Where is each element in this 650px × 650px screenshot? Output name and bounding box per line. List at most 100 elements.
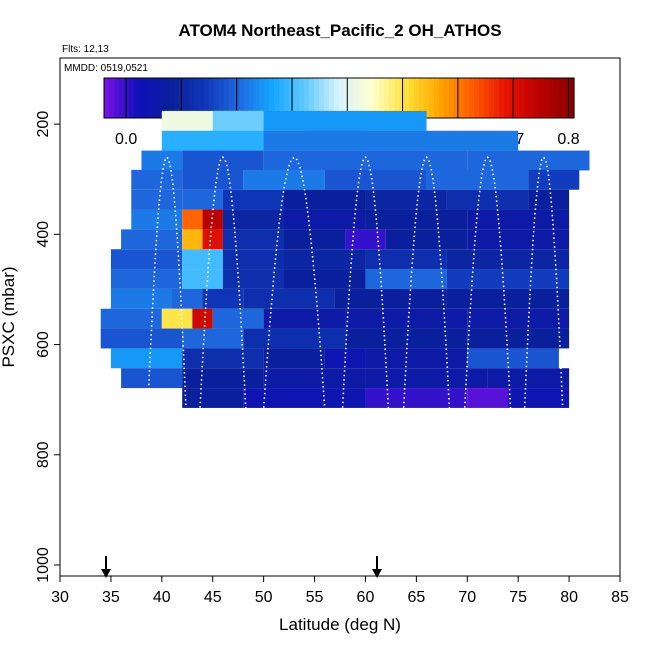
heatmap-cell (467, 328, 570, 349)
heatmap-cell (487, 368, 570, 389)
colorbar-swatch (384, 78, 390, 118)
colorbar-tick-label: 0.8 (557, 131, 579, 148)
flight-track-profile (140, 155, 194, 566)
y-tick-label: 800 (35, 441, 52, 468)
flight-track-profile (334, 155, 397, 566)
colorbar-swatch (214, 78, 220, 118)
heatmap-cell (365, 150, 468, 171)
colorbar-swatch (569, 78, 575, 118)
heatmap-cell (182, 209, 203, 230)
colorbar-swatch (429, 78, 435, 118)
colorbar-swatch (504, 78, 510, 118)
colorbar-swatch (294, 78, 300, 118)
heatmap-cell (110, 348, 183, 369)
heatmap-cell (182, 328, 244, 349)
heatmap-cell (365, 269, 447, 289)
heatmap-cell (446, 189, 529, 210)
x-tick-label: 45 (204, 589, 222, 606)
colorbar-swatch (184, 78, 190, 118)
colorbar-swatch (314, 78, 320, 118)
colorbar-swatch (509, 78, 515, 118)
heatmap-cell (263, 348, 325, 369)
heatmap-cell (284, 209, 366, 230)
colorbar-swatch (114, 78, 120, 118)
colorbar-swatch (139, 78, 145, 118)
colorbar-swatch (469, 78, 475, 118)
x-tick-label: 30 (51, 589, 69, 606)
colorbar-swatch (519, 78, 525, 118)
x-axis-label: Latitude (deg N) (279, 615, 401, 634)
colorbar-swatch (424, 78, 430, 118)
heatmap-cell (284, 249, 366, 270)
y-axis: 200 400 600 800 1000 (35, 58, 61, 583)
heatmap-cell (110, 249, 183, 270)
heatmap-cell (324, 348, 366, 369)
heatmap-cell (182, 189, 223, 210)
colorbar-swatch (339, 78, 345, 118)
colorbar-swatch (449, 78, 455, 118)
colorbar-swatch (329, 78, 335, 118)
heatmap-cell (446, 288, 570, 309)
colorbar-swatch (484, 78, 490, 118)
heatmap-cell (467, 348, 559, 369)
colorbar-swatch (304, 78, 310, 118)
colorbar-swatch (439, 78, 445, 118)
colorbar-swatch (259, 78, 265, 118)
heatmap-cell (110, 269, 183, 289)
colorbar-swatch (479, 78, 485, 118)
colorbar-swatch (494, 78, 500, 118)
heatmap-cell (222, 189, 284, 210)
heatmap-cell (284, 189, 366, 210)
colorbar-swatch (169, 78, 175, 118)
flights-label: Flts: 12,13 (62, 44, 109, 55)
heatmap-cell (467, 229, 570, 250)
chart-title: ATOM4 Northeast_Pacific_2 OH_ATHOS (178, 21, 501, 40)
heatmap-cell (100, 308, 162, 329)
colorbar-swatch (119, 78, 125, 118)
heatmap-cell (365, 249, 447, 270)
colorbar-swatch (299, 78, 305, 118)
colorbar-swatch (244, 78, 250, 118)
colorbar-swatch (459, 78, 465, 118)
heatmap-cell (182, 368, 264, 389)
heatmap-cell (365, 348, 468, 369)
heatmap-cell (304, 130, 519, 151)
x-tick-label: 80 (560, 589, 578, 606)
heatmap-cell (263, 308, 346, 329)
heatmap-cell (385, 229, 468, 250)
colorbar-swatch (254, 78, 260, 118)
colorbar-swatch (524, 78, 530, 118)
colorbar-swatch (239, 78, 245, 118)
heatmap-cell (182, 269, 223, 289)
heatmap-cell (182, 150, 264, 171)
x-tick-label: 35 (102, 589, 120, 606)
colorbar-swatch (284, 78, 290, 118)
y-tick-label: 200 (35, 111, 52, 138)
colorbar-swatch (554, 78, 560, 118)
arrow-markers (101, 556, 382, 578)
colorbar-swatch (319, 78, 325, 118)
y-tick-label: 1000 (35, 547, 52, 583)
heatmap-cell (182, 229, 203, 250)
x-axis: 30 35 40 45 50 55 60 65 70 75 80 85 (51, 575, 629, 606)
colorbar-swatch (199, 78, 205, 118)
heatmap-cell (121, 229, 183, 250)
heatmap-cell (202, 209, 223, 230)
colorbar-swatch (549, 78, 555, 118)
heatmap-cell (222, 269, 284, 289)
heatmap-cell (243, 169, 325, 190)
heatmap-cell (345, 308, 468, 329)
colorbar-swatch (514, 78, 520, 118)
heatmap-cell (243, 288, 335, 309)
heatmap-cell (182, 388, 244, 408)
x-tick-label: 50 (255, 589, 273, 606)
colorbar-swatch (149, 78, 155, 118)
heatmap-cell (365, 368, 488, 389)
heatmap-cell (508, 388, 570, 408)
colorbar-swatch (124, 78, 130, 118)
colorbar-swatch (419, 78, 425, 118)
colorbar-swatch (379, 78, 385, 118)
heatmap-cell (222, 229, 284, 250)
colorbar-swatch (529, 78, 535, 118)
